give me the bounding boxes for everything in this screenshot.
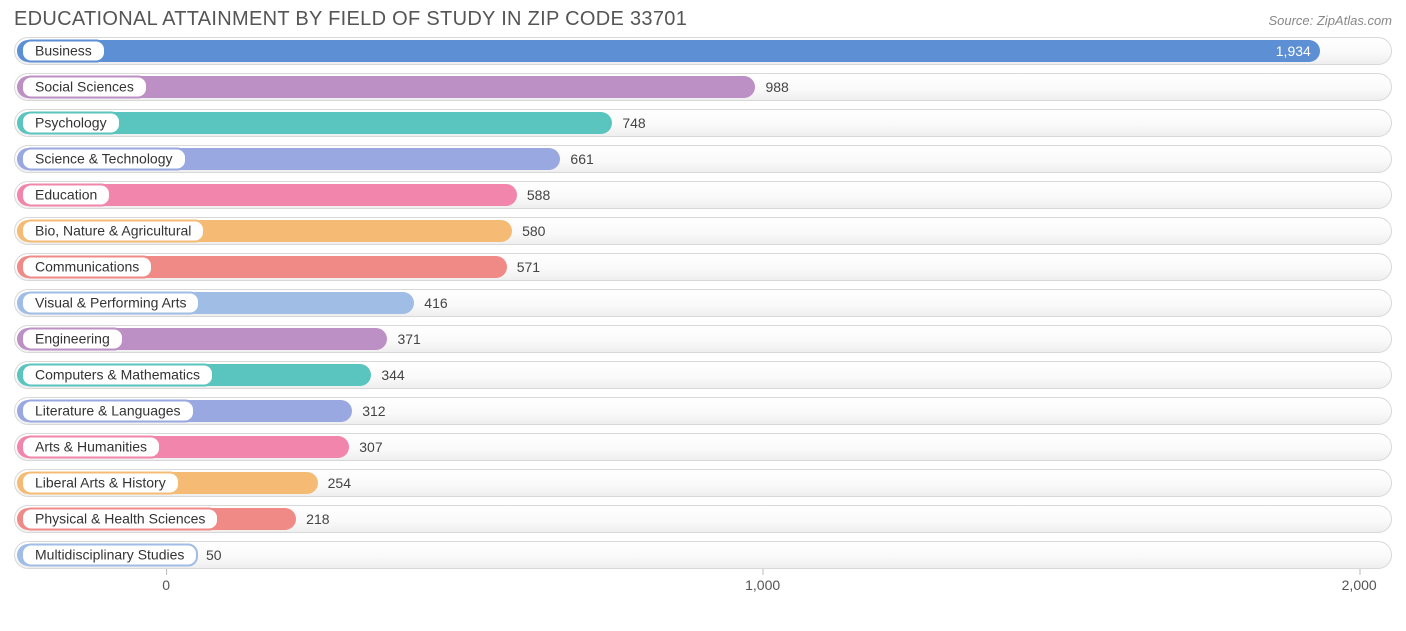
bar-value-label: 588 <box>527 187 550 203</box>
bar-label-pill: Education <box>21 184 111 207</box>
bar-row: Communications 571 <box>14 253 1392 281</box>
bar-row: Business 1,934 <box>14 37 1392 65</box>
bar-value-label: 580 <box>522 223 545 239</box>
axis-tick: 0 <box>162 577 170 593</box>
bar-label-pill: Business <box>21 40 106 63</box>
bar-label-pill: Psychology <box>21 112 121 135</box>
bar-value-label: 571 <box>517 259 540 275</box>
x-axis: 0 1,000 2,000 <box>14 577 1392 607</box>
bar-label-pill: Social Sciences <box>21 76 148 99</box>
axis-tick: 1,000 <box>745 577 780 593</box>
bar-label-pill: Engineering <box>21 328 124 351</box>
bar-label-pill: Liberal Arts & History <box>21 472 180 495</box>
chart-header: EDUCATIONAL ATTAINMENT BY FIELD OF STUDY… <box>14 8 1392 31</box>
bar-value-label: 50 <box>206 547 222 563</box>
bar-row: Multidisciplinary Studies 50 <box>14 541 1392 569</box>
bar-value-label: 661 <box>570 151 593 167</box>
bar-row: Social Sciences 988 <box>14 73 1392 101</box>
axis-tick: 2,000 <box>1342 577 1377 593</box>
bar-label-pill: Bio, Nature & Agricultural <box>21 220 205 243</box>
bar-value-label: 254 <box>328 475 351 491</box>
bar-row: Arts & Humanities 307 <box>14 433 1392 461</box>
bar-value-label: 988 <box>765 79 788 95</box>
chart-source: Source: ZipAtlas.com <box>1268 13 1392 28</box>
bar-value-label: 1,934 <box>1276 43 1311 59</box>
bar-value-label: 218 <box>306 511 329 527</box>
bar-label-pill: Science & Technology <box>21 148 187 171</box>
bar-fill <box>17 40 1320 62</box>
bar-label-pill: Communications <box>21 256 153 279</box>
bar-value-label: 344 <box>381 367 404 383</box>
bar-row: Physical & Health Sciences 218 <box>14 505 1392 533</box>
bar-value-label: 371 <box>397 331 420 347</box>
bar-label-pill: Literature & Languages <box>21 400 195 423</box>
bar-row: Visual & Performing Arts 416 <box>14 289 1392 317</box>
bar-label-pill: Physical & Health Sciences <box>21 508 219 531</box>
bar-row: Computers & Mathematics 344 <box>14 361 1392 389</box>
bar-value-label: 312 <box>362 403 385 419</box>
bar-value-label: 748 <box>622 115 645 131</box>
chart-title: EDUCATIONAL ATTAINMENT BY FIELD OF STUDY… <box>14 8 687 31</box>
bar-label-pill: Visual & Performing Arts <box>21 292 200 315</box>
bar-label-pill: Arts & Humanities <box>21 436 161 459</box>
bar-row: Science & Technology 661 <box>14 145 1392 173</box>
bar-row: Liberal Arts & History 254 <box>14 469 1392 497</box>
bar-value-label: 307 <box>359 439 382 455</box>
bar-label-pill: Computers & Mathematics <box>21 364 214 387</box>
bar-row: Engineering 371 <box>14 325 1392 353</box>
bar-row: Literature & Languages 312 <box>14 397 1392 425</box>
bar-row: Bio, Nature & Agricultural 580 <box>14 217 1392 245</box>
bar-row: Psychology 748 <box>14 109 1392 137</box>
bar-label-pill: Multidisciplinary Studies <box>21 544 198 567</box>
bar-row: Education 588 <box>14 181 1392 209</box>
bar-value-label: 416 <box>424 295 447 311</box>
bar-chart: Business 1,934 Social Sciences 988 Psycholog… <box>14 37 1392 607</box>
